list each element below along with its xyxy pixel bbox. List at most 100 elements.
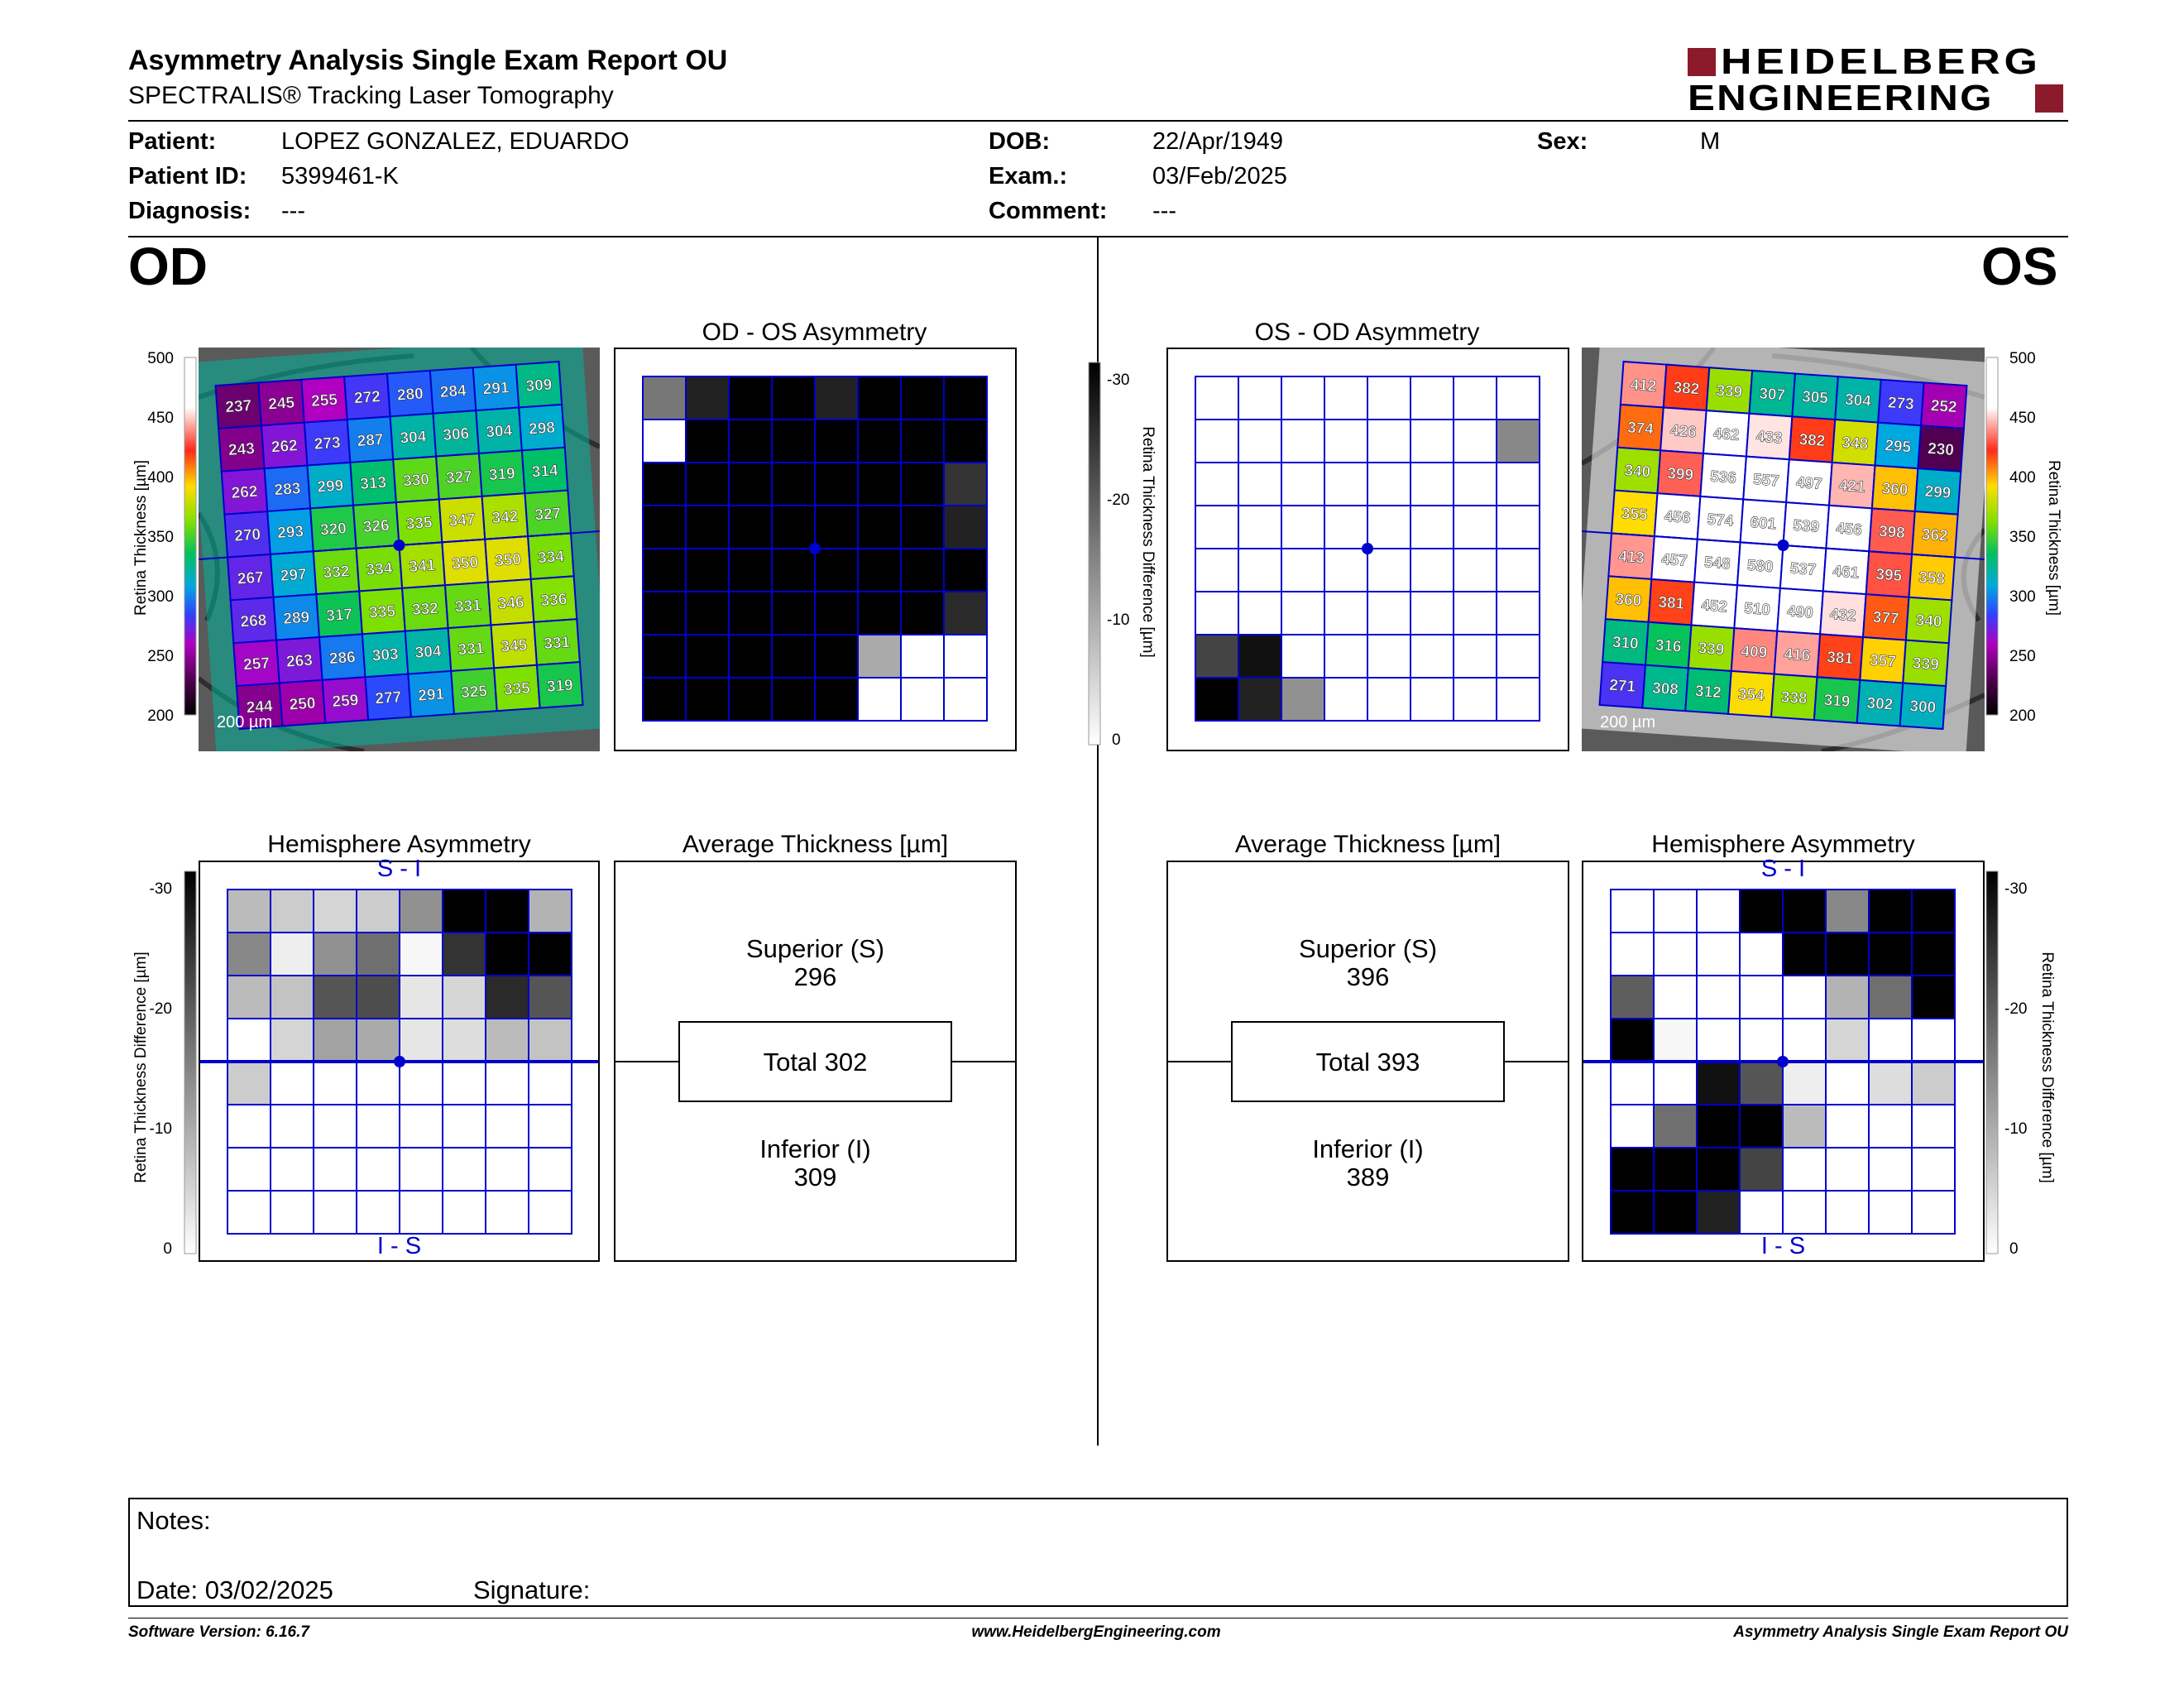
od-asym-cell	[642, 505, 687, 549]
date-label: Date: 03/02/2025	[136, 1575, 333, 1604]
od-hemi-cell	[227, 889, 271, 933]
os-thickness-value: 348	[1842, 434, 1869, 453]
od-hemi-cell	[485, 1018, 529, 1062]
od-hemi-cell	[485, 1190, 529, 1235]
od-thickness-value: 287	[357, 431, 384, 450]
os-hemi-cell	[1782, 1104, 1827, 1149]
center-diff-scale: -30 -20 -10 0 Retina Thickness Differenc…	[1085, 356, 1168, 753]
od-asym-cell	[943, 505, 988, 549]
od-asym-cell	[857, 548, 902, 592]
os-hemi-diff-scale-svg: -30 -20 -10 0 Retina Thickness Differenc…	[1985, 870, 2056, 1258]
od-asym-cell	[685, 505, 730, 549]
signature-label: Signature:	[473, 1575, 591, 1604]
os-hemi-cell	[1868, 1018, 1913, 1062]
os-asym-cell	[1496, 677, 1540, 722]
od-hemi-cell	[313, 1190, 357, 1235]
os-thickness-value: 409	[1741, 643, 1768, 662]
os-inferior-label: Inferior (I)	[1312, 1134, 1424, 1163]
od-hemi-cell	[227, 1018, 271, 1062]
od-asym-cell	[728, 548, 773, 592]
od-thickness-value: 336	[540, 591, 568, 610]
os-asym-cell	[1281, 591, 1325, 635]
od-thk-tick-350: 350	[147, 529, 174, 546]
od-thickness-value: 331	[457, 640, 486, 659]
os-asym-cell	[1238, 376, 1282, 420]
od-hemi-cell	[313, 932, 357, 976]
od-asym-cell	[642, 419, 687, 463]
od-hemi-cell	[227, 932, 271, 976]
os-hemi-cell	[1825, 1190, 1870, 1235]
od-thickness-value: 283	[274, 480, 301, 499]
od-thickness-value: 320	[319, 520, 347, 539]
os-hemi-cell	[1653, 932, 1698, 976]
od-hemi-fovea-center	[394, 1056, 405, 1067]
os-avg-panel: Superior (S) 396 Total 393 Inferior (I) …	[1166, 861, 1569, 1262]
od-hemi-cell	[528, 932, 572, 976]
od-total-box: Total 302	[678, 1021, 952, 1102]
od-asym-cell	[771, 591, 816, 635]
od-hemi-cell	[399, 1104, 443, 1149]
os-asym-cell	[1496, 505, 1540, 549]
logo-line-engineering: ENGINEERING	[1688, 78, 1994, 118]
od-asym-cell	[814, 548, 859, 592]
od-thickness-value: 270	[234, 526, 261, 545]
od-thickness-value: 304	[486, 422, 514, 441]
os-eye-label: OS	[1981, 237, 2058, 296]
os-hemi-cell	[1825, 1061, 1870, 1105]
od-hemi-cell	[528, 889, 572, 933]
os-thickness-scale-svg: 500 450 400 350 300 250 200 Retina Thick…	[1985, 350, 2062, 725]
od-asym-cell	[728, 376, 773, 420]
od-asym-cell	[771, 505, 816, 549]
od-hemi-cell	[442, 1061, 486, 1105]
os-asym-cell	[1195, 462, 1239, 506]
os-hemi-cell	[1610, 1104, 1655, 1149]
os-thickness-value: 398	[1878, 523, 1905, 542]
os-thk-tick-450: 450	[2009, 410, 2036, 427]
notes-box[interactable]: Notes: Date: 03/02/2025 Signature:	[128, 1498, 2068, 1607]
od-asym-cell	[642, 634, 687, 679]
od-hemi-cell	[270, 1190, 314, 1235]
os-hemi-cell	[1696, 975, 1741, 1019]
od-thickness-value: 255	[311, 391, 339, 410]
os-thickness-value: 312	[1694, 683, 1722, 702]
od-asym-cell	[685, 462, 730, 506]
os-hemi-cell	[1739, 932, 1784, 976]
os-asym-cell	[1195, 591, 1239, 635]
os-hemi-cell	[1653, 1104, 1698, 1149]
os-thickness-value: 490	[1786, 603, 1813, 622]
os-hemi-tick-0: 0	[2009, 1240, 2019, 1258]
os-thickness-value: 339	[1912, 655, 1939, 674]
os-thickness-value: 310	[1612, 634, 1639, 653]
od-hemi-cell	[356, 889, 400, 933]
os-hemi-cell	[1911, 1061, 1956, 1105]
os-thickness-value: 377	[1872, 609, 1899, 628]
os-thickness-value: 497	[1795, 474, 1822, 493]
os-hemi-cell	[1825, 975, 1870, 1019]
os-asym-cell	[1410, 462, 1454, 506]
dob-value: 22/Apr/1949	[1152, 128, 1284, 155]
od-hemi-cell	[227, 975, 271, 1019]
od-hemi-cell	[399, 1018, 443, 1062]
os-hemi-cell	[1911, 1190, 1956, 1235]
os-thickness-value: 295	[1885, 437, 1913, 456]
os-hemi-cell	[1868, 975, 1913, 1019]
website-link[interactable]: www.HeidelbergEngineering.com	[971, 1623, 1221, 1641]
os-thickness-value: 319	[1823, 692, 1851, 711]
os-hemi-diff-scale: -30 -20 -10 0 Retina Thickness Differenc…	[1985, 865, 2067, 1262]
od-asym-cell	[642, 591, 687, 635]
os-asym-cell	[1453, 376, 1497, 420]
os-thickness-value: 360	[1881, 480, 1909, 499]
od-hemi-cell	[356, 932, 400, 976]
os-thickness-value: 382	[1798, 431, 1826, 450]
od-hemi-cell	[270, 932, 314, 976]
od-hemi-cell	[356, 1018, 400, 1062]
od-asym-cell	[685, 677, 730, 722]
od-thickness-value: 297	[280, 566, 307, 585]
od-thickness-value: 327	[534, 505, 562, 524]
os-asym-cell	[1453, 677, 1497, 722]
os-hemi-cell	[1739, 975, 1784, 1019]
od-asym-cell	[943, 376, 988, 420]
od-asym-cell	[900, 419, 945, 463]
os-hemi-cell	[1653, 1018, 1698, 1062]
od-thickness-value: 291	[418, 686, 446, 705]
